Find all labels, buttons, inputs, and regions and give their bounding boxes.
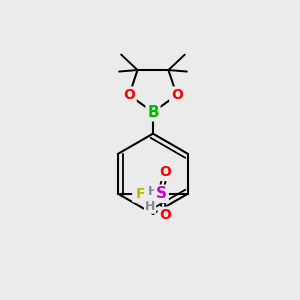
Text: N: N [134, 187, 146, 201]
Text: H: H [145, 200, 155, 213]
Text: O: O [123, 88, 135, 102]
Text: O: O [159, 165, 171, 179]
Text: S: S [156, 186, 167, 201]
Text: F: F [135, 187, 145, 201]
Text: H: H [148, 185, 158, 198]
Text: O: O [159, 208, 171, 222]
Text: B: B [147, 105, 159, 120]
Text: O: O [171, 88, 183, 102]
